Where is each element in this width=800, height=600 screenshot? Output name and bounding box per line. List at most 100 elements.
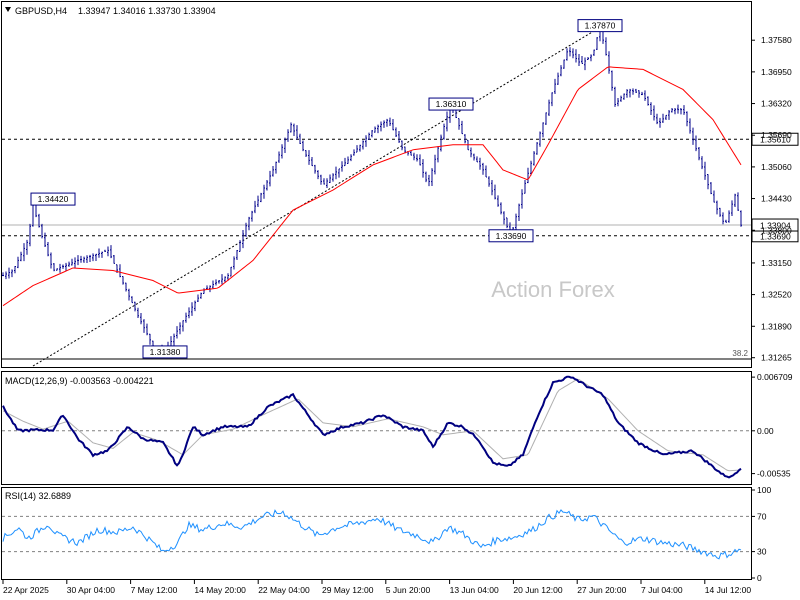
price-bar — [263, 184, 265, 199]
price-bar — [362, 140, 364, 150]
price-bar — [728, 210, 730, 223]
price-bar — [212, 280, 214, 289]
price-tick-label: 1.37580 — [761, 35, 792, 45]
price-bar — [2, 272, 4, 277]
price-bar — [113, 254, 115, 264]
price-bar — [230, 266, 232, 277]
price-bar — [566, 48, 568, 61]
price-bar — [632, 88, 634, 95]
price-bar — [359, 144, 361, 152]
price-bar — [497, 195, 499, 207]
macd-panel-frame — [1, 371, 752, 485]
price-bar — [275, 161, 277, 174]
price-bar — [719, 207, 721, 217]
price-bar — [89, 254, 91, 262]
price-bar — [629, 88, 631, 98]
price-bar — [215, 279, 217, 286]
price-bar — [665, 114, 667, 121]
price-annotations: 1.34420 1.31380 1.36310 1.33690 1.37870 — [30, 19, 623, 359]
trendline-layer — [32, 25, 604, 367]
price-bar — [134, 301, 136, 312]
price-bar — [341, 161, 343, 172]
price-bar — [284, 137, 286, 153]
price-bar — [245, 222, 247, 237]
price-bar — [479, 157, 481, 170]
price-bar — [221, 274, 223, 285]
price-bar — [320, 174, 322, 185]
price-bar — [299, 133, 301, 145]
price-bar — [239, 240, 241, 252]
price-bar — [521, 189, 523, 209]
price-bar — [80, 255, 82, 263]
price-bar — [47, 241, 49, 257]
price-bar — [605, 37, 607, 56]
price-bar — [176, 326, 178, 339]
price-bar — [674, 107, 676, 115]
header-ohlc: 1.33947 1.34016 1.33730 1.33904 — [78, 6, 216, 16]
price-bar — [17, 256, 19, 269]
price-bar — [641, 91, 643, 96]
price-bar — [20, 251, 22, 262]
price-bar — [419, 154, 421, 166]
price-bar — [395, 127, 397, 137]
price-bar — [185, 312, 187, 323]
price-annotation-label: 1.34420 — [38, 194, 69, 204]
time-tick-label: 30 Apr 04:00 — [67, 585, 115, 595]
price-tick-label: 1.31890 — [761, 321, 792, 331]
price-bar — [554, 78, 556, 95]
price-bar — [524, 180, 526, 194]
level-price-label: 1.33904 — [760, 221, 791, 231]
price-bar — [233, 256, 235, 270]
price-bar — [269, 170, 271, 187]
price-bar — [287, 129, 289, 142]
price-bar — [431, 168, 433, 186]
price-bar — [368, 132, 370, 140]
price-bar — [137, 307, 139, 319]
price-bar — [272, 166, 274, 177]
fib-level-label: 38.2 — [732, 349, 748, 358]
price-bar — [182, 320, 184, 332]
time-tick-label: 14 Jul 12:00 — [705, 585, 752, 595]
rsi-panel-frame — [1, 487, 752, 580]
price-bar — [635, 88, 637, 93]
price-bar — [68, 261, 70, 267]
price-bar — [347, 156, 349, 164]
price-bar — [563, 59, 565, 69]
price-bar — [26, 239, 28, 255]
price-bar — [686, 111, 688, 127]
price-bar — [707, 173, 709, 190]
price-bar — [575, 49, 577, 63]
price-bar — [701, 156, 703, 170]
price-bar — [662, 113, 664, 123]
price-bar — [416, 154, 418, 162]
time-tick-label: 5 Jun 20:00 — [386, 585, 431, 595]
price-bar — [488, 176, 490, 187]
price-bar — [413, 152, 415, 161]
price-bar — [530, 160, 532, 176]
price-bar — [383, 120, 385, 128]
collapse-triangle-icon — [5, 7, 11, 12]
time-tick-label: 7 May 12:00 — [131, 585, 178, 595]
price-bar — [731, 200, 733, 217]
price-bar — [425, 171, 427, 183]
price-bar — [188, 307, 190, 319]
rsi-axis: 100 70 30 0 — [751, 485, 771, 583]
price-bar — [278, 151, 280, 163]
price-bar — [101, 251, 103, 258]
price-bar — [173, 333, 175, 346]
price-bar — [83, 256, 85, 263]
price-bar — [617, 98, 619, 107]
price-bar — [11, 269, 13, 278]
price-bar — [149, 333, 151, 345]
price-bar — [500, 202, 502, 215]
price-bar — [650, 102, 652, 116]
price-bar — [494, 184, 496, 200]
price-bar — [527, 167, 529, 184]
price-bar — [470, 147, 472, 158]
price-bar — [257, 195, 259, 208]
rsi-tick-label: 100 — [757, 485, 771, 495]
price-bar — [608, 51, 610, 74]
price-bar — [722, 212, 724, 225]
